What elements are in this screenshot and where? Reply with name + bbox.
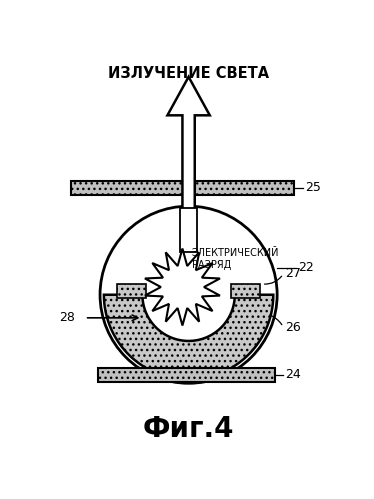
Text: 22: 22 [298,261,314,274]
Text: 24: 24 [285,368,301,381]
Polygon shape [168,77,210,210]
Text: ЭЛЕКТРИЧЕСКИЙ
РАЗРЯД: ЭЛЕКТРИЧЕСКИЙ РАЗРЯД [191,249,279,270]
Text: 27: 27 [285,267,301,280]
Text: Фиг.4: Фиг.4 [143,416,234,444]
Polygon shape [104,295,273,379]
Text: 25: 25 [305,181,321,194]
Text: 28: 28 [59,311,75,324]
Bar [231,284,260,298]
Circle shape [100,206,277,383]
Text: 26: 26 [285,320,301,333]
Bar [71,181,294,195]
Polygon shape [145,249,220,325]
Bar [98,368,275,382]
Bar [180,208,197,252]
Bar [117,284,146,298]
Text: ИЗЛУЧЕНИЕ СВЕТА: ИЗЛУЧЕНИЕ СВЕТА [108,66,269,81]
